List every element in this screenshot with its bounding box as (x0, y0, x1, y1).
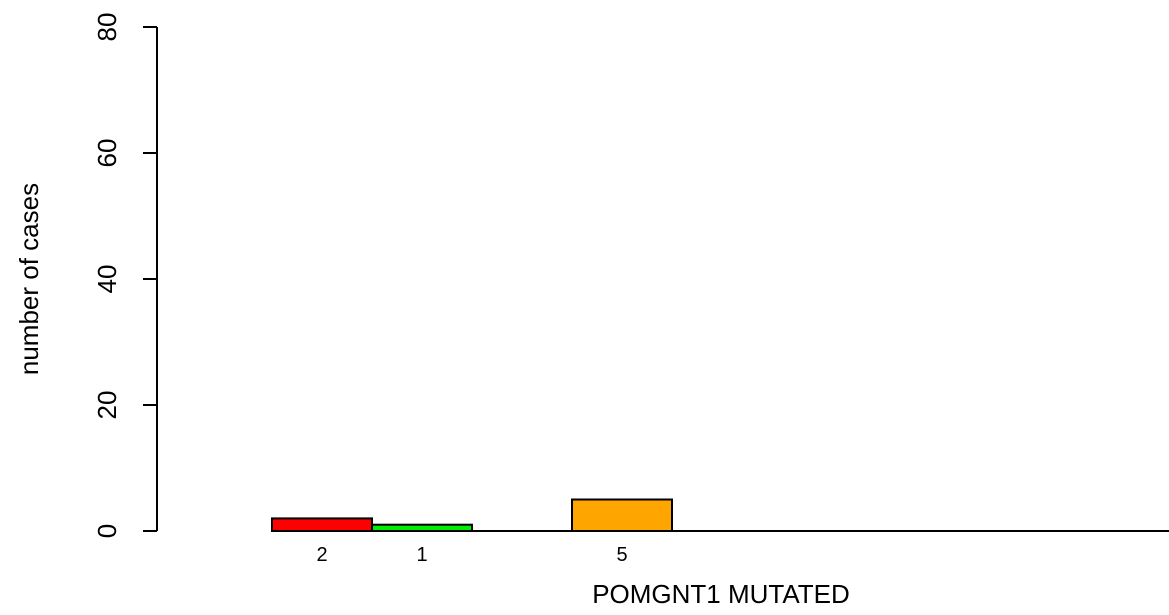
x-axis-title: POMGNT1 MUTATED (592, 579, 850, 609)
bar-value-label: 1 (416, 544, 427, 566)
y-axis-title: number of cases (14, 183, 44, 375)
y-tick-label: 0 (92, 524, 122, 538)
y-tick-label: 20 (92, 391, 122, 420)
y-axis: 0 20 40 60 80 (92, 13, 158, 538)
bars (271, 498, 673, 533)
y-tick-label: 60 (92, 139, 122, 168)
y-tick-label: 80 (92, 13, 122, 42)
y-tick-label: 40 (92, 265, 122, 294)
bar-value-label: 5 (616, 544, 627, 566)
bar (571, 498, 673, 532)
bar (271, 517, 373, 533)
bar-value-label: 2 (316, 544, 327, 566)
bar-labels: 2 1 5 (316, 544, 627, 566)
